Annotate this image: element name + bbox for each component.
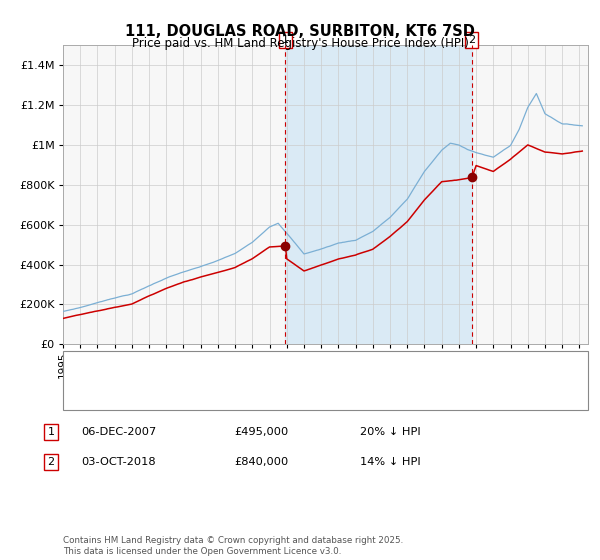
Text: 1: 1 xyxy=(47,427,55,437)
Text: 111, DOUGLAS ROAD, SURBITON, KT6 7SD: 111, DOUGLAS ROAD, SURBITON, KT6 7SD xyxy=(125,24,475,39)
Text: 06-DEC-2007: 06-DEC-2007 xyxy=(81,427,156,437)
Text: —: — xyxy=(72,386,86,400)
Text: Price paid vs. HM Land Registry's House Price Index (HPI): Price paid vs. HM Land Registry's House … xyxy=(131,37,469,50)
Text: £840,000: £840,000 xyxy=(234,457,288,467)
Text: Contains HM Land Registry data © Crown copyright and database right 2025.
This d: Contains HM Land Registry data © Crown c… xyxy=(63,536,403,556)
Text: 1: 1 xyxy=(282,35,289,45)
Text: 20% ↓ HPI: 20% ↓ HPI xyxy=(360,427,421,437)
Text: 2: 2 xyxy=(468,35,475,45)
Text: —: — xyxy=(72,361,86,375)
Bar xyxy=(286,45,472,344)
Text: HPI: Average price, detached house, Kingston upon Thames: HPI: Average price, detached house, King… xyxy=(96,389,424,399)
Text: 2: 2 xyxy=(47,457,55,467)
Text: 111, DOUGLAS ROAD, SURBITON, KT6 7SD (detached house): 111, DOUGLAS ROAD, SURBITON, KT6 7SD (de… xyxy=(96,362,429,372)
Text: 14% ↓ HPI: 14% ↓ HPI xyxy=(360,457,421,467)
Text: 03-OCT-2018: 03-OCT-2018 xyxy=(81,457,155,467)
Text: £495,000: £495,000 xyxy=(234,427,288,437)
